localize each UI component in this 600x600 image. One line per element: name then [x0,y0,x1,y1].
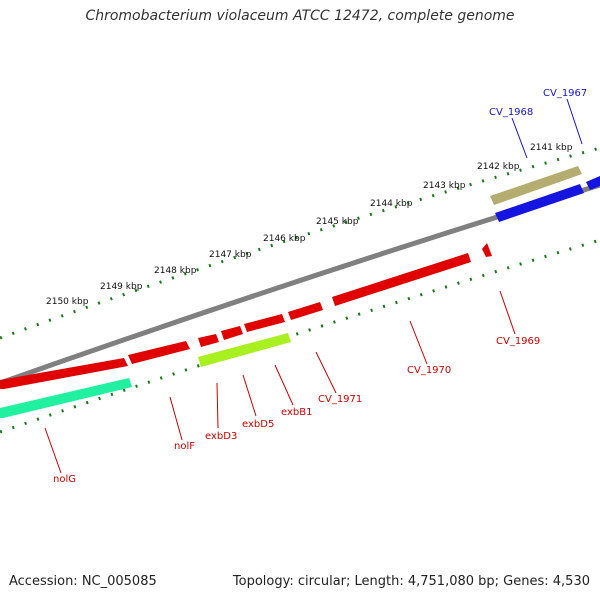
gene-arrow[interactable] [490,166,582,205]
scale-label: 2145 kbp [316,217,359,227]
gene-label-exbD3[interactable]: exbD3 [205,431,237,442]
gene-arrow[interactable] [128,341,190,364]
gene-arrow[interactable] [221,326,243,340]
gene-arrow[interactable] [332,253,471,306]
gene-labels: nolG nolF exbD3 exbD5 exbB1 CV_1971 CV_1… [53,88,587,485]
gene-label-exbB1[interactable]: exbB1 [281,407,312,418]
scale-label: 2147 kbp [209,250,252,260]
genome-summary-text: Topology: circular; Length: 4,751,080 bp… [232,574,590,589]
scale-label: 2141 kbp [530,143,573,153]
gene-label-nolF[interactable]: nolF [174,441,195,452]
gene-arrow[interactable] [495,184,584,222]
scale-label: 2148 kbp [154,266,197,276]
gene-label-cv1967[interactable]: CV_1967 [543,88,587,99]
scale-label: 2149 kbp [100,282,143,292]
gene-arrow[interactable] [244,314,285,332]
map-title: Chromobacterium violaceum ATCC 12472, co… [85,8,515,24]
gene-arrow[interactable] [0,358,128,389]
gene-arrow[interactable] [0,378,132,418]
gene-arrow[interactable] [198,334,219,347]
gene-arrow[interactable] [288,302,323,320]
gene-arrow[interactable] [482,243,492,257]
scale-labels: 2150 kbp 2149 kbp 2148 kbp 2147 kbp 2146… [46,143,573,307]
scale-label: 2150 kbp [46,297,89,307]
gene-label-cv1969[interactable]: CV_1969 [496,336,540,347]
gene-label-nolG[interactable]: nolG [53,474,76,485]
scale-label: 2144 kbp [370,199,413,209]
label-leaders [44,98,583,474]
scale-label: 2142 kbp [477,162,520,172]
gene-arrow[interactable] [586,176,600,190]
gene-label-cv1970[interactable]: CV_1970 [407,365,451,376]
scale-label: 2146 kbp [263,234,306,244]
gene-arrow[interactable] [198,333,291,367]
gene-label-cv1968[interactable]: CV_1968 [489,107,533,118]
forward-genes [0,243,492,389]
accession-text: Accession: NC_005085 [9,574,157,589]
gene-label-exbD5[interactable]: exbD5 [242,419,274,430]
scale-label: 2143 kbp [423,181,466,191]
gene-label-cv1971[interactable]: CV_1971 [318,394,362,405]
